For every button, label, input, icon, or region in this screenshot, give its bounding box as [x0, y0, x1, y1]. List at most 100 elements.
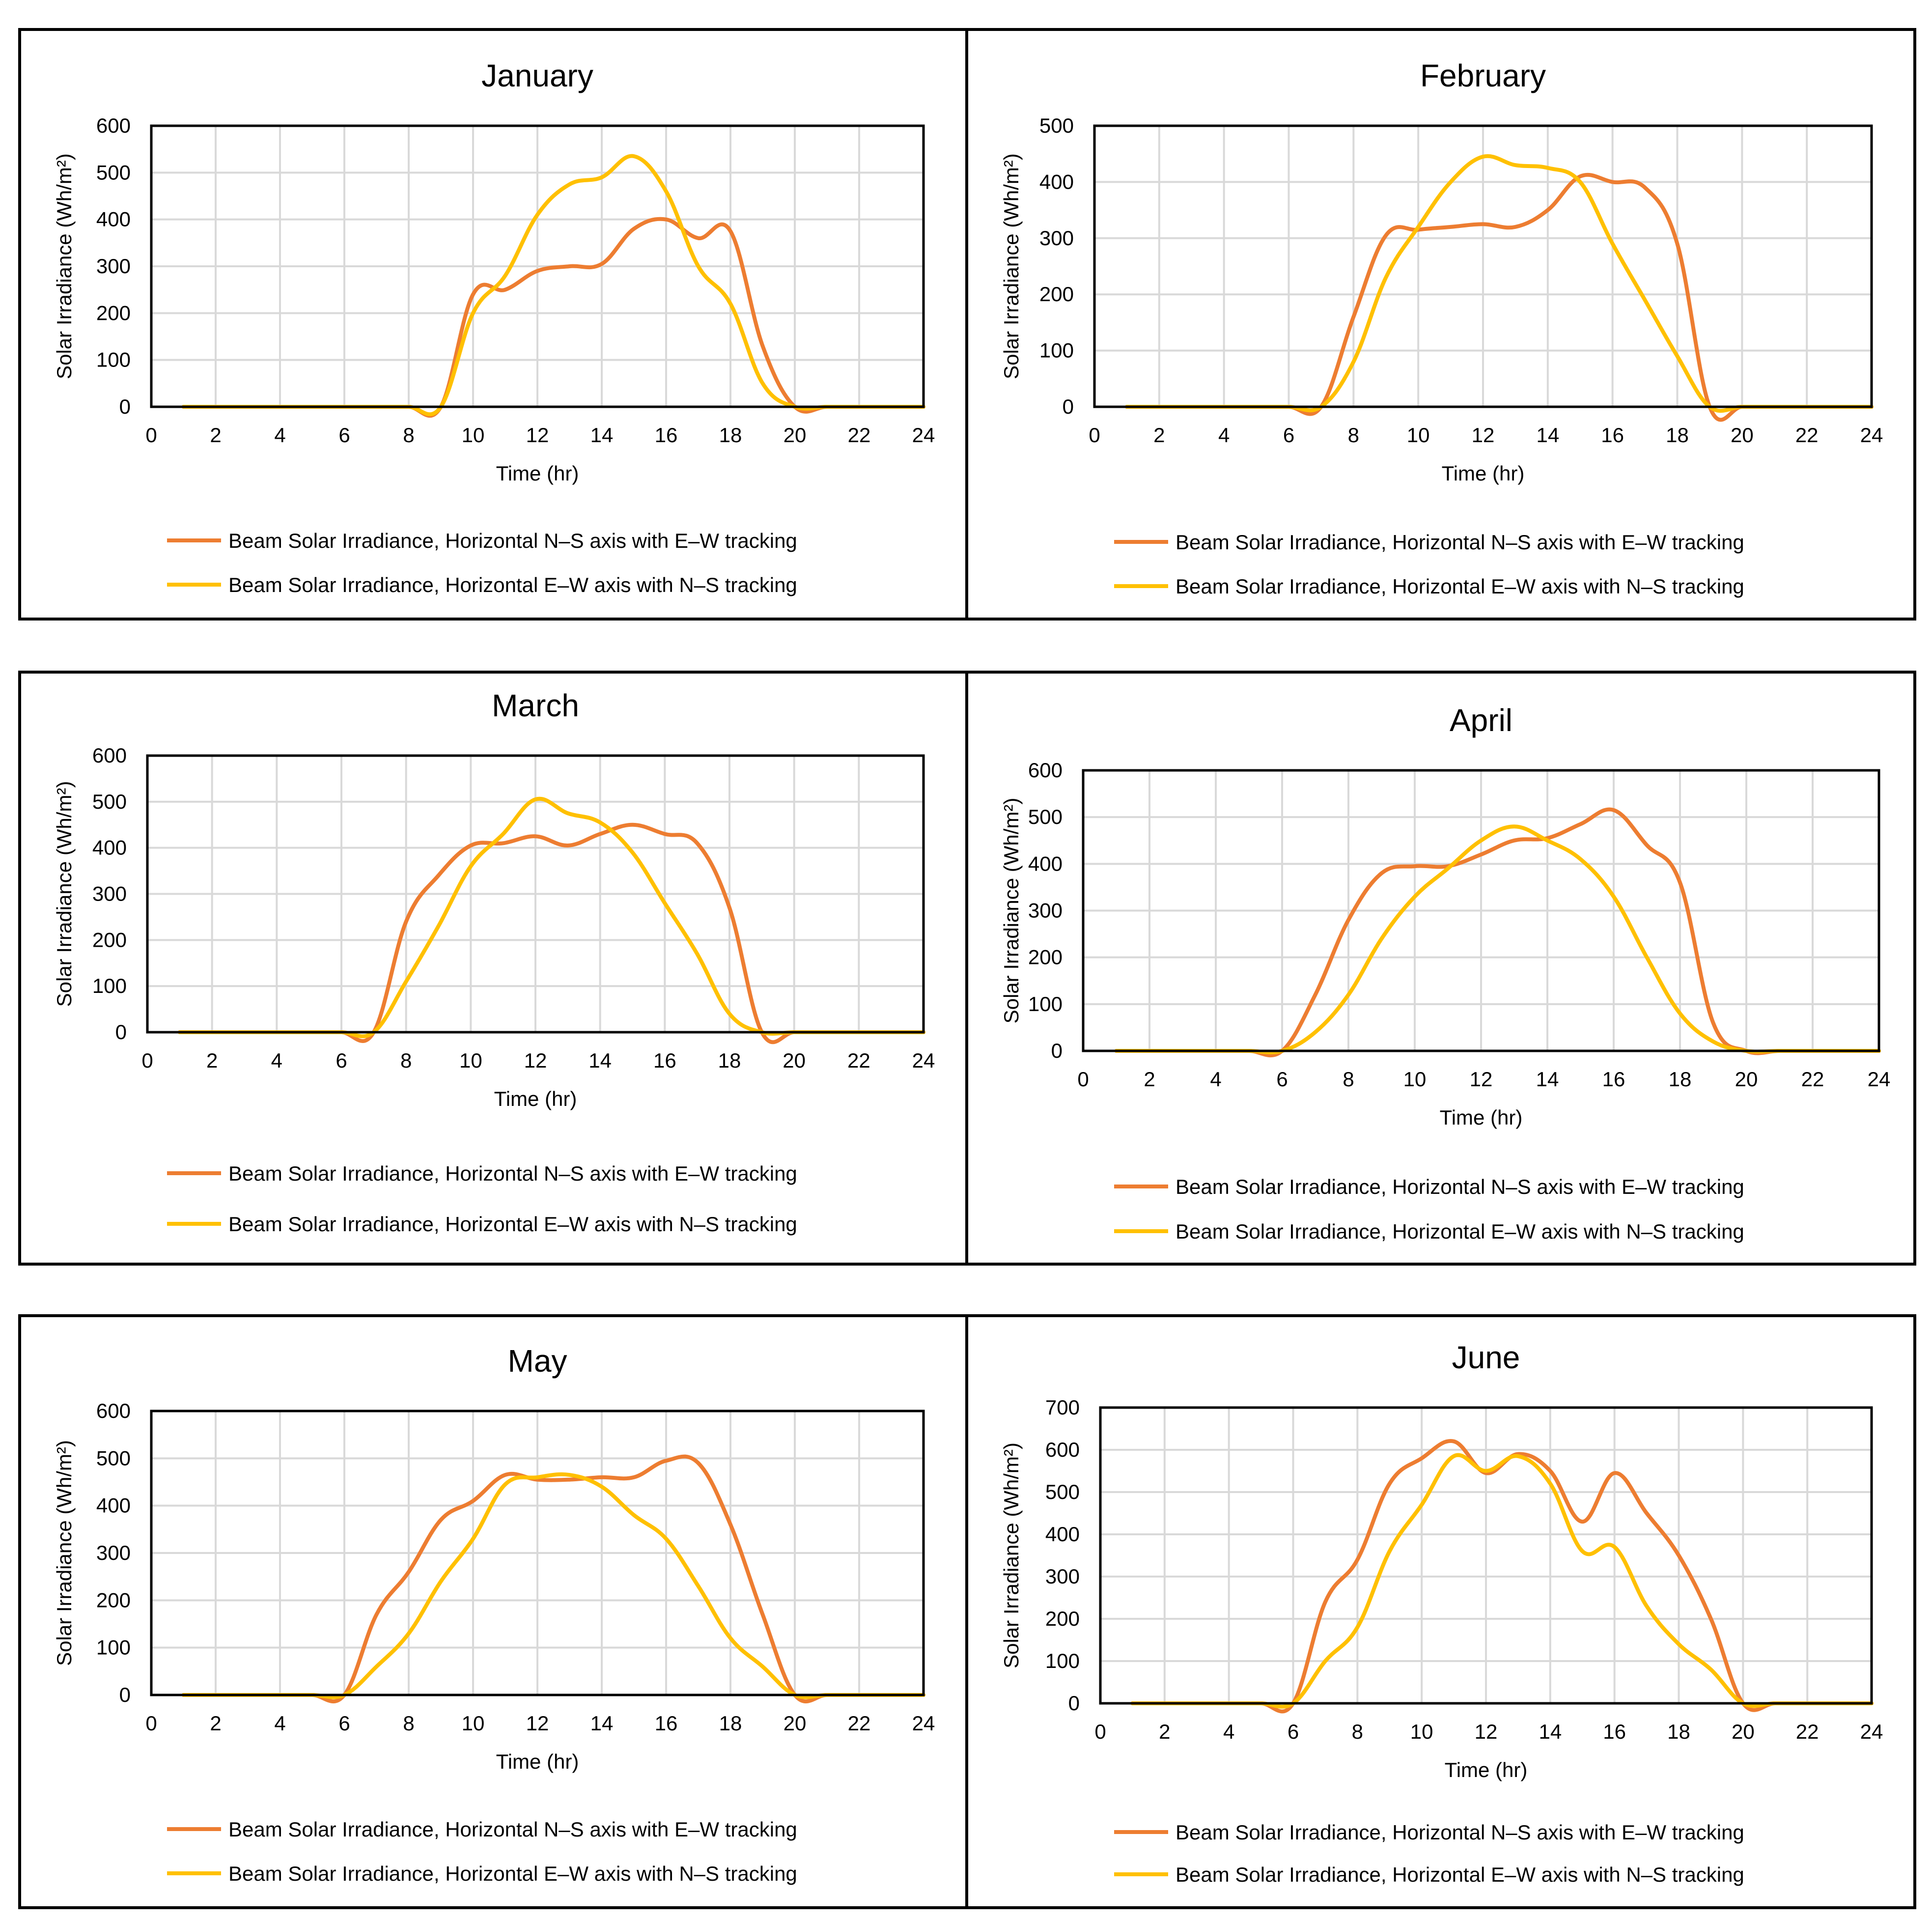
x-tick-label: 16: [655, 1712, 678, 1735]
x-tick-label: 2: [1144, 1068, 1155, 1091]
y-tick-label: 300: [1028, 899, 1063, 922]
x-tick-label: 8: [403, 423, 414, 447]
x-tick-label: 4: [1223, 1720, 1234, 1743]
x-axis-label: Time (hr): [496, 462, 579, 485]
x-tick-label: 8: [1343, 1068, 1354, 1091]
y-tick-label: 300: [96, 1541, 131, 1564]
y-axis-label: Solar Irradiance (Wh/m²): [1000, 798, 1023, 1024]
y-tick-label: 700: [1045, 1396, 1080, 1419]
chart-title: April: [1450, 703, 1512, 738]
x-axis-label: Time (hr): [1445, 1758, 1528, 1781]
x-tick-label: 24: [1868, 1068, 1891, 1091]
x-tick-label: 14: [1536, 1068, 1559, 1091]
x-tick-label: 8: [1348, 423, 1359, 447]
y-tick-label: 100: [96, 1636, 131, 1659]
x-tick-label: 10: [1410, 1720, 1433, 1743]
y-tick-label: 0: [1063, 395, 1074, 418]
x-tick-label: 4: [1210, 1068, 1221, 1091]
x-tick-label: 18: [719, 423, 742, 447]
x-tick-label: 22: [847, 1049, 870, 1072]
chart-panel-march: 0 2 4 6 8 10 12 14 16 18 20 22 240100200300400500600…: [18, 671, 968, 1266]
y-tick-label: 200: [1039, 282, 1074, 306]
x-tick-label: 0: [1077, 1068, 1089, 1091]
y-tick-label: 200: [92, 928, 127, 951]
x-tick-label: 4: [274, 423, 285, 447]
y-tick-label: 400: [92, 836, 127, 859]
x-tick-label: 24: [912, 1712, 935, 1735]
y-axis-label: Solar Irradiance (Wh/m²): [1000, 1442, 1023, 1668]
x-tick-label: 2: [1153, 423, 1165, 447]
x-tick-label: 16: [1602, 1068, 1625, 1091]
y-tick-label: 500: [1028, 805, 1063, 828]
x-tick-label: 14: [588, 1049, 612, 1072]
y-axis-label: Solar Irradiance (Wh/m²): [53, 153, 76, 379]
legend-label: Beam Solar Irradiance, Horizontal E–W ax…: [228, 1862, 797, 1885]
x-tick-label: 22: [848, 423, 871, 447]
chart-panel-june: 0 2 4 6 8 10 12 14 16 18 20 22 240100200300400500600…: [965, 1314, 1916, 1909]
chart-panel-may: 0 2 4 6 8 10 12 14 16 18 20 22 240100200300400500600…: [18, 1314, 968, 1909]
y-tick-label: 100: [96, 348, 131, 371]
y-tick-label: 600: [96, 114, 131, 137]
legend-label: Beam Solar Irradiance, Horizontal N–S ax…: [228, 529, 797, 552]
plot-area-frame: [150, 124, 925, 408]
x-tick-label: 2: [210, 1712, 221, 1735]
x-tick-label: 4: [1218, 423, 1230, 447]
y-axis-label: Solar Irradiance (Wh/m²): [1000, 153, 1023, 379]
x-tick-label: 8: [403, 1712, 414, 1735]
y-tick-label: 200: [1045, 1607, 1080, 1630]
x-tick-label: 4: [274, 1712, 285, 1735]
x-tick-label: 20: [1735, 1068, 1758, 1091]
legend-label: Beam Solar Irradiance, Horizontal N–S ax…: [228, 1818, 797, 1841]
y-tick-label: 500: [1039, 114, 1074, 137]
plot-area-frame: [150, 1410, 925, 1696]
legend-label: Beam Solar Irradiance, Horizontal E–W ax…: [228, 573, 797, 596]
x-tick-label: 2: [210, 423, 221, 447]
x-tick-label: 10: [462, 1712, 485, 1735]
x-tick-label: 16: [1601, 423, 1624, 447]
x-tick-label: 14: [590, 1712, 614, 1735]
x-tick-label: 0: [145, 423, 157, 447]
y-tick-label: 0: [119, 395, 131, 418]
chart-title: March: [492, 688, 579, 723]
x-tick-label: 18: [719, 1712, 742, 1735]
y-tick-label: 500: [1045, 1480, 1080, 1503]
y-tick-label: 0: [1051, 1039, 1063, 1062]
x-tick-label: 6: [338, 1712, 350, 1735]
x-tick-label: 12: [524, 1049, 547, 1072]
y-tick-label: 600: [1028, 759, 1063, 782]
x-tick-label: 6: [1288, 1720, 1299, 1743]
x-tick-label: 22: [1796, 1720, 1819, 1743]
x-tick-label: 8: [1352, 1720, 1363, 1743]
legend-label: Beam Solar Irradiance, Horizontal E–W ax…: [1176, 1220, 1744, 1243]
x-tick-label: 18: [1666, 423, 1689, 447]
chart-title: January: [481, 58, 593, 93]
panel-border: [18, 1314, 968, 1909]
x-tick-label: 18: [1667, 1720, 1690, 1743]
y-tick-label: 500: [96, 1446, 131, 1469]
x-tick-label: 22: [1801, 1068, 1824, 1091]
legend-label: Beam Solar Irradiance, Horizontal N–S ax…: [1176, 531, 1744, 554]
chart-title: May: [508, 1343, 567, 1379]
x-tick-label: 0: [141, 1049, 153, 1072]
x-tick-label: 12: [526, 1712, 549, 1735]
plot-area-frame: [1099, 1406, 1873, 1705]
x-tick-label: 24: [912, 423, 935, 447]
legend-label: Beam Solar Irradiance, Horizontal E–W ax…: [228, 1213, 797, 1236]
x-tick-label: 14: [1536, 423, 1559, 447]
y-tick-label: 600: [96, 1399, 131, 1422]
y-tick-label: 200: [96, 301, 131, 324]
y-tick-label: 100: [1045, 1649, 1080, 1672]
y-axis-label: Solar Irradiance (Wh/m²): [53, 1440, 76, 1666]
y-tick-label: 100: [1039, 339, 1074, 362]
panel-border: [18, 671, 968, 1266]
y-tick-label: 300: [92, 882, 127, 905]
x-tick-label: 12: [1470, 1068, 1493, 1091]
chart-panel-april: 0 2 4 6 8 10 12 14 16 18 20 22 240100200300400500600…: [965, 671, 1916, 1266]
y-tick-label: 300: [1039, 226, 1074, 250]
x-tick-label: 14: [1539, 1720, 1562, 1743]
chart-title: February: [1420, 58, 1546, 93]
x-tick-label: 24: [912, 1049, 935, 1072]
x-tick-label: 0: [1089, 423, 1100, 447]
panel-border: [18, 28, 968, 621]
y-tick-label: 500: [92, 790, 127, 813]
